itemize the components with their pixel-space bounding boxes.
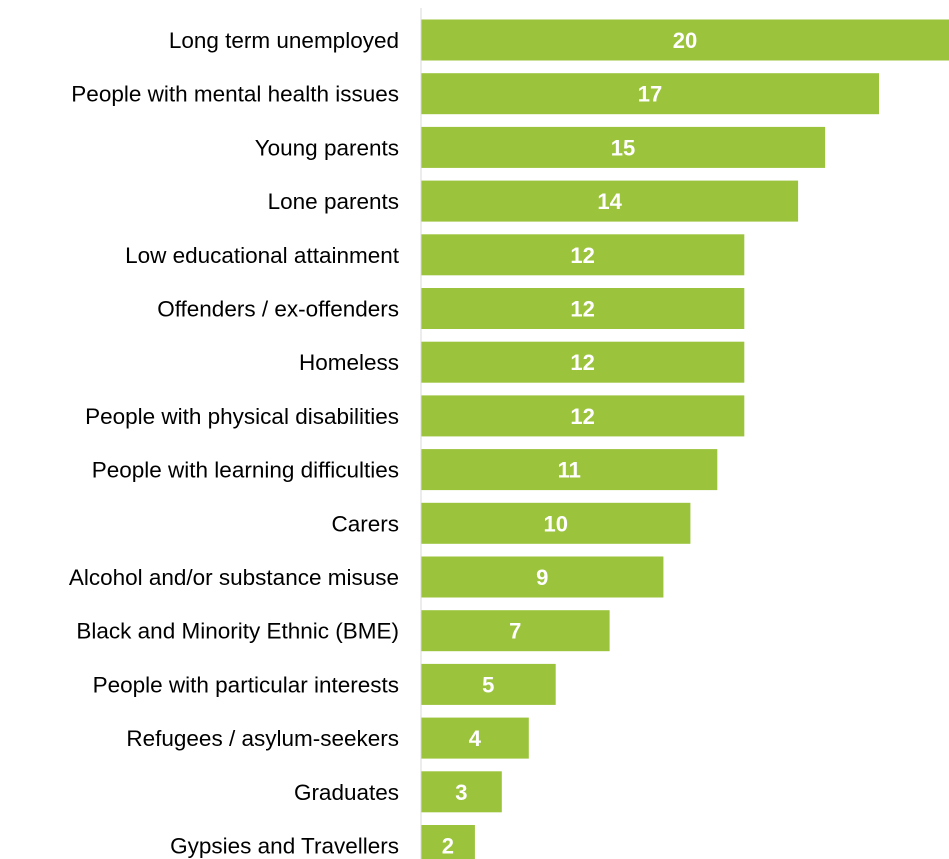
bar xyxy=(421,610,610,652)
value-label: 10 xyxy=(543,511,567,536)
value-label: 20 xyxy=(673,28,697,53)
category-label: Homeless xyxy=(299,350,399,375)
category-label: People with mental health issues xyxy=(71,82,399,107)
bar xyxy=(421,395,745,437)
bar xyxy=(421,825,475,859)
bar xyxy=(421,126,826,168)
bar xyxy=(421,341,745,383)
category-label: Gypsies and Travellers xyxy=(170,834,399,859)
category-labels-group: Long term unemployed People with mental h… xyxy=(69,28,400,859)
category-label: Graduates xyxy=(294,780,399,805)
category-label: Low educational attainment xyxy=(125,243,400,268)
value-labels-group: 20 17 15 14 12 12 12 12 11 10 9 7 5 4 3 2 xyxy=(442,28,697,859)
value-label: 17 xyxy=(638,82,662,107)
value-label: 9 xyxy=(536,565,548,590)
category-label: Carers xyxy=(331,511,399,536)
value-label: 3 xyxy=(455,780,467,805)
bar xyxy=(421,717,529,759)
category-label: Alcohol and/or substance misuse xyxy=(69,565,399,590)
value-label: 15 xyxy=(611,135,635,160)
bar xyxy=(421,19,949,61)
bar xyxy=(421,663,556,705)
category-label: People with physical disabilities xyxy=(85,404,399,429)
value-label: 11 xyxy=(558,458,581,483)
bars-group xyxy=(421,19,949,859)
bar xyxy=(421,234,745,276)
bar xyxy=(421,288,745,329)
category-label: Lone parents xyxy=(268,189,399,214)
bar xyxy=(421,180,799,222)
category-label: Black and Minority Ethnic (BME) xyxy=(76,619,399,644)
value-label: 12 xyxy=(570,350,594,375)
value-label: 12 xyxy=(570,404,594,429)
bar xyxy=(421,556,664,598)
value-label: 12 xyxy=(570,243,594,268)
value-label: 12 xyxy=(570,297,594,322)
category-label: Refugees / asylum-seekers xyxy=(126,726,399,751)
value-label: 2 xyxy=(442,834,454,859)
bar xyxy=(421,771,502,813)
category-label: Young parents xyxy=(255,135,399,160)
category-label: People with particular interests xyxy=(93,672,399,697)
category-label: Long term unemployed xyxy=(169,28,399,53)
value-label: 5 xyxy=(482,672,494,697)
value-label: 7 xyxy=(509,619,521,644)
value-label: 4 xyxy=(469,726,482,751)
bar xyxy=(421,502,691,544)
category-label: People with learning difficulties xyxy=(92,458,399,483)
value-label: 14 xyxy=(597,189,622,214)
bar xyxy=(421,449,718,491)
bar xyxy=(421,73,879,115)
category-label: Offenders / ex-offenders xyxy=(157,297,399,322)
